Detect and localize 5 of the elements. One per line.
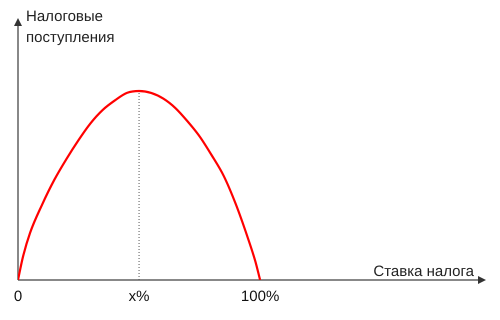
x-tick-label: x%: [128, 288, 150, 306]
x-axis-title: Ставка налога: [373, 263, 474, 280]
x-tick-label: 0: [14, 288, 22, 306]
y-axis-title: Налоговые поступления: [26, 7, 116, 48]
x-tick-label: 100%: [240, 288, 280, 306]
